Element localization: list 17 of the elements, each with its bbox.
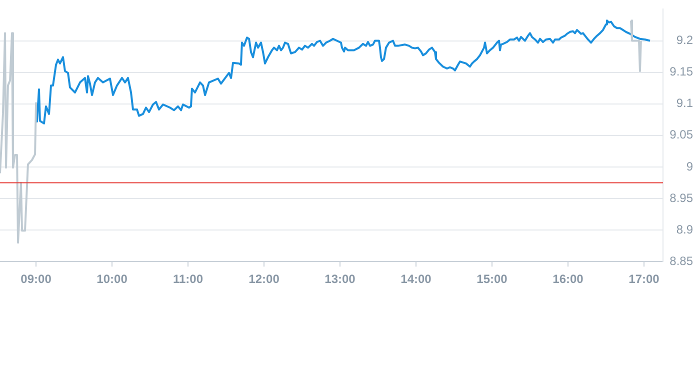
- x-tick-label: 13:00: [324, 272, 356, 286]
- y-tick-label: 9.05: [670, 128, 693, 142]
- y-tick-label: 9.2: [676, 33, 693, 48]
- y-tick-label: 8.9: [676, 222, 693, 236]
- y-tick-label: 9: [686, 159, 693, 174]
- x-tick-label: 09:00: [20, 272, 52, 286]
- y-tick-label: 9.1: [676, 96, 693, 110]
- y-tick-label: 9.15: [670, 64, 693, 79]
- x-tick-label: 17:00: [628, 272, 660, 286]
- x-tick-label: 10:00: [96, 272, 128, 286]
- x-tick-label: 14:00: [400, 272, 432, 286]
- x-tick-label: 12:00: [248, 272, 280, 286]
- x-tick-label: 15:00: [476, 272, 508, 286]
- y-tick-label: 8.95: [670, 190, 693, 205]
- y-tick-label: 8.85: [670, 254, 693, 268]
- x-tick-label: 16:00: [552, 272, 584, 286]
- x-tick-label: 11:00: [173, 272, 204, 286]
